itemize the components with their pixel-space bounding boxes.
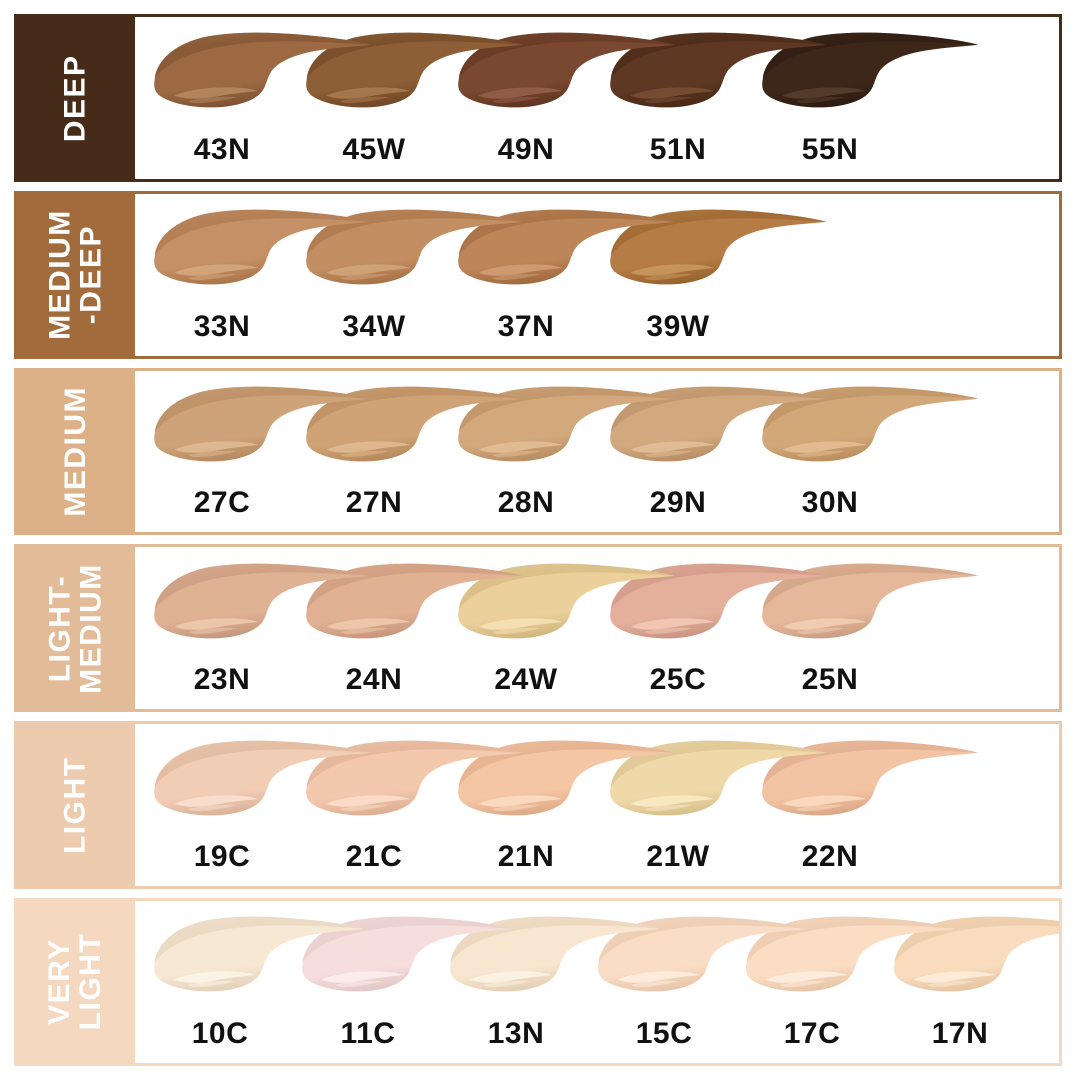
category-label-line1: VERY [43, 938, 77, 1026]
category-band-deep: DEEP [17, 17, 135, 179]
category-band-medium-deep: MEDIUM -DEEP [17, 193, 135, 356]
swatch-cell[interactable]: 19C [149, 724, 371, 886]
shade-code-label: 10C [191, 1016, 249, 1050]
shade-code-label: 28N [497, 486, 555, 520]
foundation-smear-swatch [149, 194, 371, 310]
shade-code-label: 33N [193, 309, 251, 343]
swatch-area-very-light: 10C 11C 13N 15C 17C 17N [135, 901, 1059, 1063]
swatch-area-light: 19C 21C 21N 21W 22N [135, 724, 1059, 886]
shade-code-label: 25C [649, 663, 707, 697]
category-band-very-light: VERY LIGHT [17, 901, 135, 1063]
shade-row-light-medium: LIGHT- MEDIUM 23N 24N 24W 25C 25N [14, 544, 1062, 713]
shade-code-label: 24W [494, 663, 558, 697]
category-label-line2: MEDIUM [74, 563, 107, 694]
shade-code-label: 55N [801, 132, 859, 166]
shade-code-label: 21C [345, 840, 403, 874]
shade-row-very-light: VERY LIGHT 10C 11C 13N 15C 17C 17N [14, 898, 1062, 1066]
category-label-line1: LIGHT [58, 756, 92, 854]
shade-code-label: 49N [497, 132, 555, 166]
category-band-medium: MEDIUM [17, 370, 135, 533]
swatch-cell[interactable]: 23N [149, 547, 371, 709]
swatch-cell[interactable]: 10C [149, 901, 365, 1063]
swatch-area-light-medium: 23N 24N 24W 25C 25N [135, 547, 1059, 709]
shade-code-label: 37N [497, 309, 555, 343]
shade-code-label: 17N [931, 1016, 989, 1050]
shade-row-light: LIGHT 19C 21C 21N 21W 22N [14, 721, 1062, 890]
shade-code-label: 23N [193, 663, 251, 697]
category-label-light-medium: LIGHT- MEDIUM [43, 563, 107, 694]
foundation-smear-swatch [149, 901, 365, 1017]
shade-code-label: 27N [345, 486, 403, 520]
foundation-smear-swatch [149, 724, 371, 840]
category-label-line1: LIGHT- [43, 574, 77, 683]
shade-row-deep: DEEP 43N 45W 49N 51N 55N [14, 14, 1062, 182]
swatch-area-medium: 27C 27N 28N 29N 30N [135, 371, 1059, 533]
shade-code-label: 13N [487, 1016, 545, 1050]
shade-code-label: 24N [345, 663, 403, 697]
shade-code-label: 19C [193, 840, 251, 874]
foundation-smear-swatch [149, 371, 371, 487]
swatch-cell[interactable]: 21N [453, 724, 675, 886]
swatch-cell[interactable]: 43N [149, 17, 371, 179]
swatch-area-medium-deep: 33N 34W 37N 39W [135, 194, 1059, 356]
category-label-line2: LIGHT [74, 933, 107, 1031]
category-label-line2: -DEEP [74, 225, 107, 325]
shade-code-label: 39W [646, 309, 710, 343]
shade-code-label: 21W [646, 840, 710, 874]
category-label-line1: DEEP [58, 54, 92, 142]
shade-code-label: 51N [649, 132, 707, 166]
shade-code-label: 34W [342, 309, 406, 343]
shade-code-label: 30N [801, 486, 859, 520]
swatch-cell[interactable]: 27C [149, 371, 371, 533]
swatch-cell[interactable]: 33N [149, 194, 371, 356]
shade-code-label: 17C [783, 1016, 841, 1050]
shade-code-label: 15C [635, 1016, 693, 1050]
category-label-medium: MEDIUM [58, 386, 92, 517]
shade-code-label: 43N [193, 132, 251, 166]
category-label-line1: MEDIUM [58, 386, 92, 517]
swatch-area-deep: 43N 45W 49N 51N 55N [135, 17, 1059, 179]
shade-code-label: 29N [649, 486, 707, 520]
shade-code-label: 25N [801, 663, 859, 697]
shade-code-label: 27C [193, 486, 251, 520]
shade-code-label: 22N [801, 840, 859, 874]
shade-code-label: 11C [340, 1016, 396, 1050]
category-label-medium-deep: MEDIUM -DEEP [43, 209, 107, 341]
category-label-very-light: VERY LIGHT [43, 933, 107, 1031]
category-label-light: LIGHT [58, 756, 92, 854]
category-label-deep: DEEP [58, 54, 92, 142]
category-band-light-medium: LIGHT- MEDIUM [17, 547, 135, 710]
category-band-light: LIGHT [17, 724, 135, 887]
foundation-smear-swatch [149, 17, 371, 133]
shade-row-medium-deep: MEDIUM -DEEP 33N 34W 37N 39W [14, 190, 1062, 359]
shade-row-medium: MEDIUM 27C 27N 28N 29N 30N [14, 367, 1062, 536]
shade-code-label: 45W [342, 132, 406, 166]
foundation-smear-swatch [149, 547, 371, 663]
category-label-line1: MEDIUM [43, 209, 77, 341]
shade-code-label: 21N [497, 840, 555, 874]
